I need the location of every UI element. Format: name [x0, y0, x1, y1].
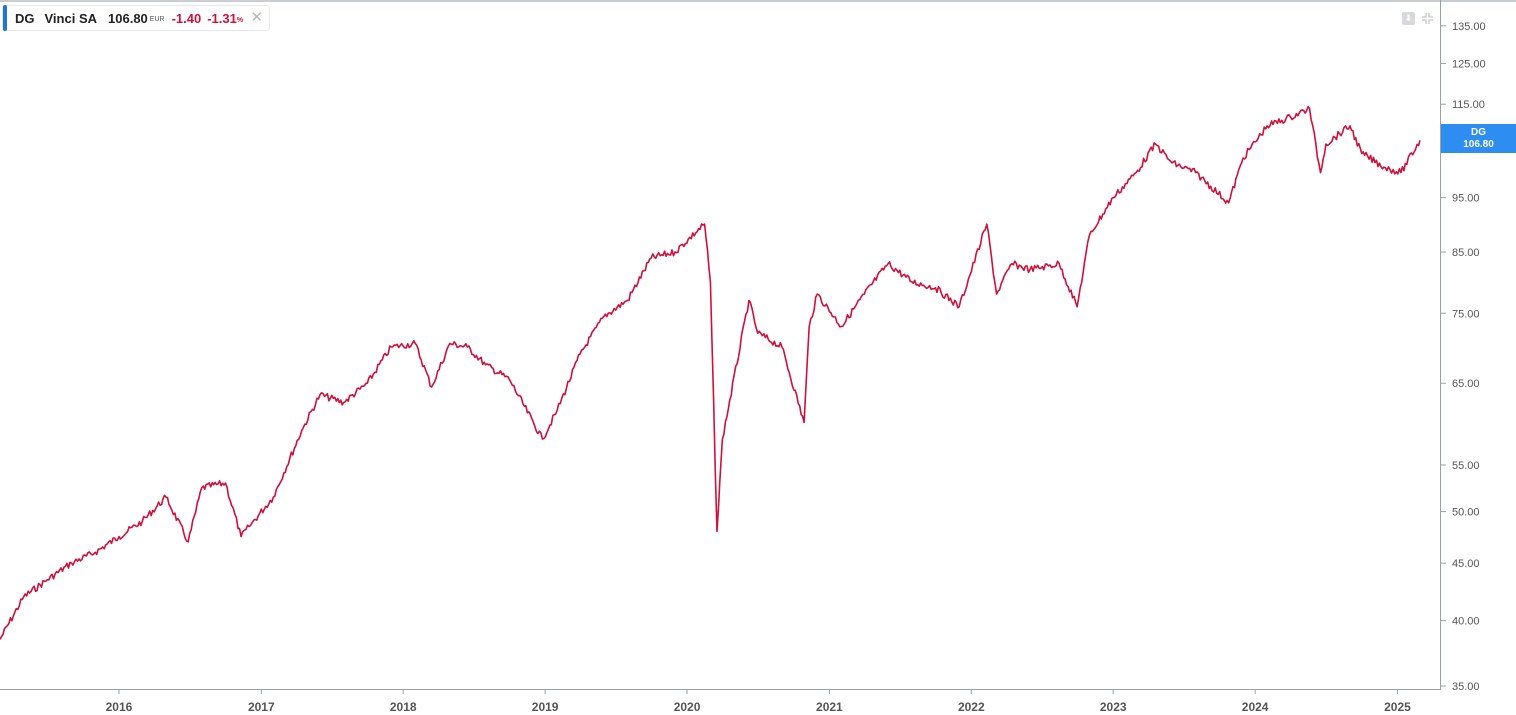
last-price-tag: DG 106.80 [1441, 124, 1516, 153]
x-tick-label: 2025 [1384, 700, 1411, 714]
y-tick-label: 75.00 [1452, 308, 1480, 320]
y-tick-label: 65.00 [1452, 378, 1480, 390]
close-icon[interactable]: ✕ [250, 9, 264, 26]
y-tick-label: 115.00 [1452, 99, 1485, 111]
y-tick-label: 50.00 [1452, 507, 1480, 519]
legend-pct-symbol: % [236, 16, 244, 24]
x-tick-label: 2023 [1100, 700, 1127, 714]
collapse-icon-graphic [1422, 13, 1433, 24]
y-tick-label: 125.00 [1452, 58, 1486, 70]
legend-price: 106.80 [108, 10, 148, 26]
top-border [0, 0, 1516, 2]
x-tick-label: 2021 [816, 700, 843, 714]
legend-symbol: DG [15, 10, 35, 26]
y-tick-label: 85.00 [1452, 247, 1480, 259]
x-tick-label: 2019 [532, 700, 559, 714]
y-tick-label: 35.00 [1452, 681, 1480, 693]
chart-toolbar: ⬇ [1402, 12, 1434, 25]
legend-accent-bar [3, 5, 7, 31]
collapse-icon[interactable] [1421, 12, 1434, 25]
x-tick-label: 2018 [390, 700, 417, 714]
x-tick-label: 2017 [248, 700, 275, 714]
price-series-line [0, 105, 1421, 640]
legend-currency: EUR [149, 16, 165, 23]
x-tick-label: 2024 [1242, 700, 1269, 714]
legend-name: Vinci SA [44, 10, 98, 26]
y-tick-label: 55.00 [1452, 460, 1480, 472]
x-tick-label: 2022 [958, 700, 985, 714]
x-axis-line [0, 689, 1440, 690]
x-tick-label: 2020 [674, 700, 701, 714]
symbol-legend: DG Vinci SA 106.80 EUR -1.40 -1.31 % ✕ [2, 5, 271, 31]
last-price-value: 106.80 [1463, 139, 1494, 150]
legend-change: -1.40 [171, 10, 202, 26]
x-tick-label: 2016 [106, 700, 133, 714]
download-icon[interactable]: ⬇ [1402, 12, 1415, 25]
x-axis-ticks: 2016 2017 2018 2019 2020 2021 2022 2023 2024 2025 [106, 689, 1411, 714]
y-tick-label: 95.00 [1452, 193, 1480, 205]
y-axis-ticks: 135.00 125.00 115.00 95.00 85.00 75.00 65.00 55… [1440, 21, 1486, 693]
y-tick-label: 45.00 [1452, 558, 1480, 570]
legend-change-pct: -1.31 [207, 10, 237, 26]
y-axis-line [1440, 0, 1441, 690]
last-price-symbol: DG [1471, 127, 1486, 138]
y-tick-label: 40.00 [1452, 616, 1480, 628]
y-tick-label: 135.00 [1452, 21, 1486, 33]
